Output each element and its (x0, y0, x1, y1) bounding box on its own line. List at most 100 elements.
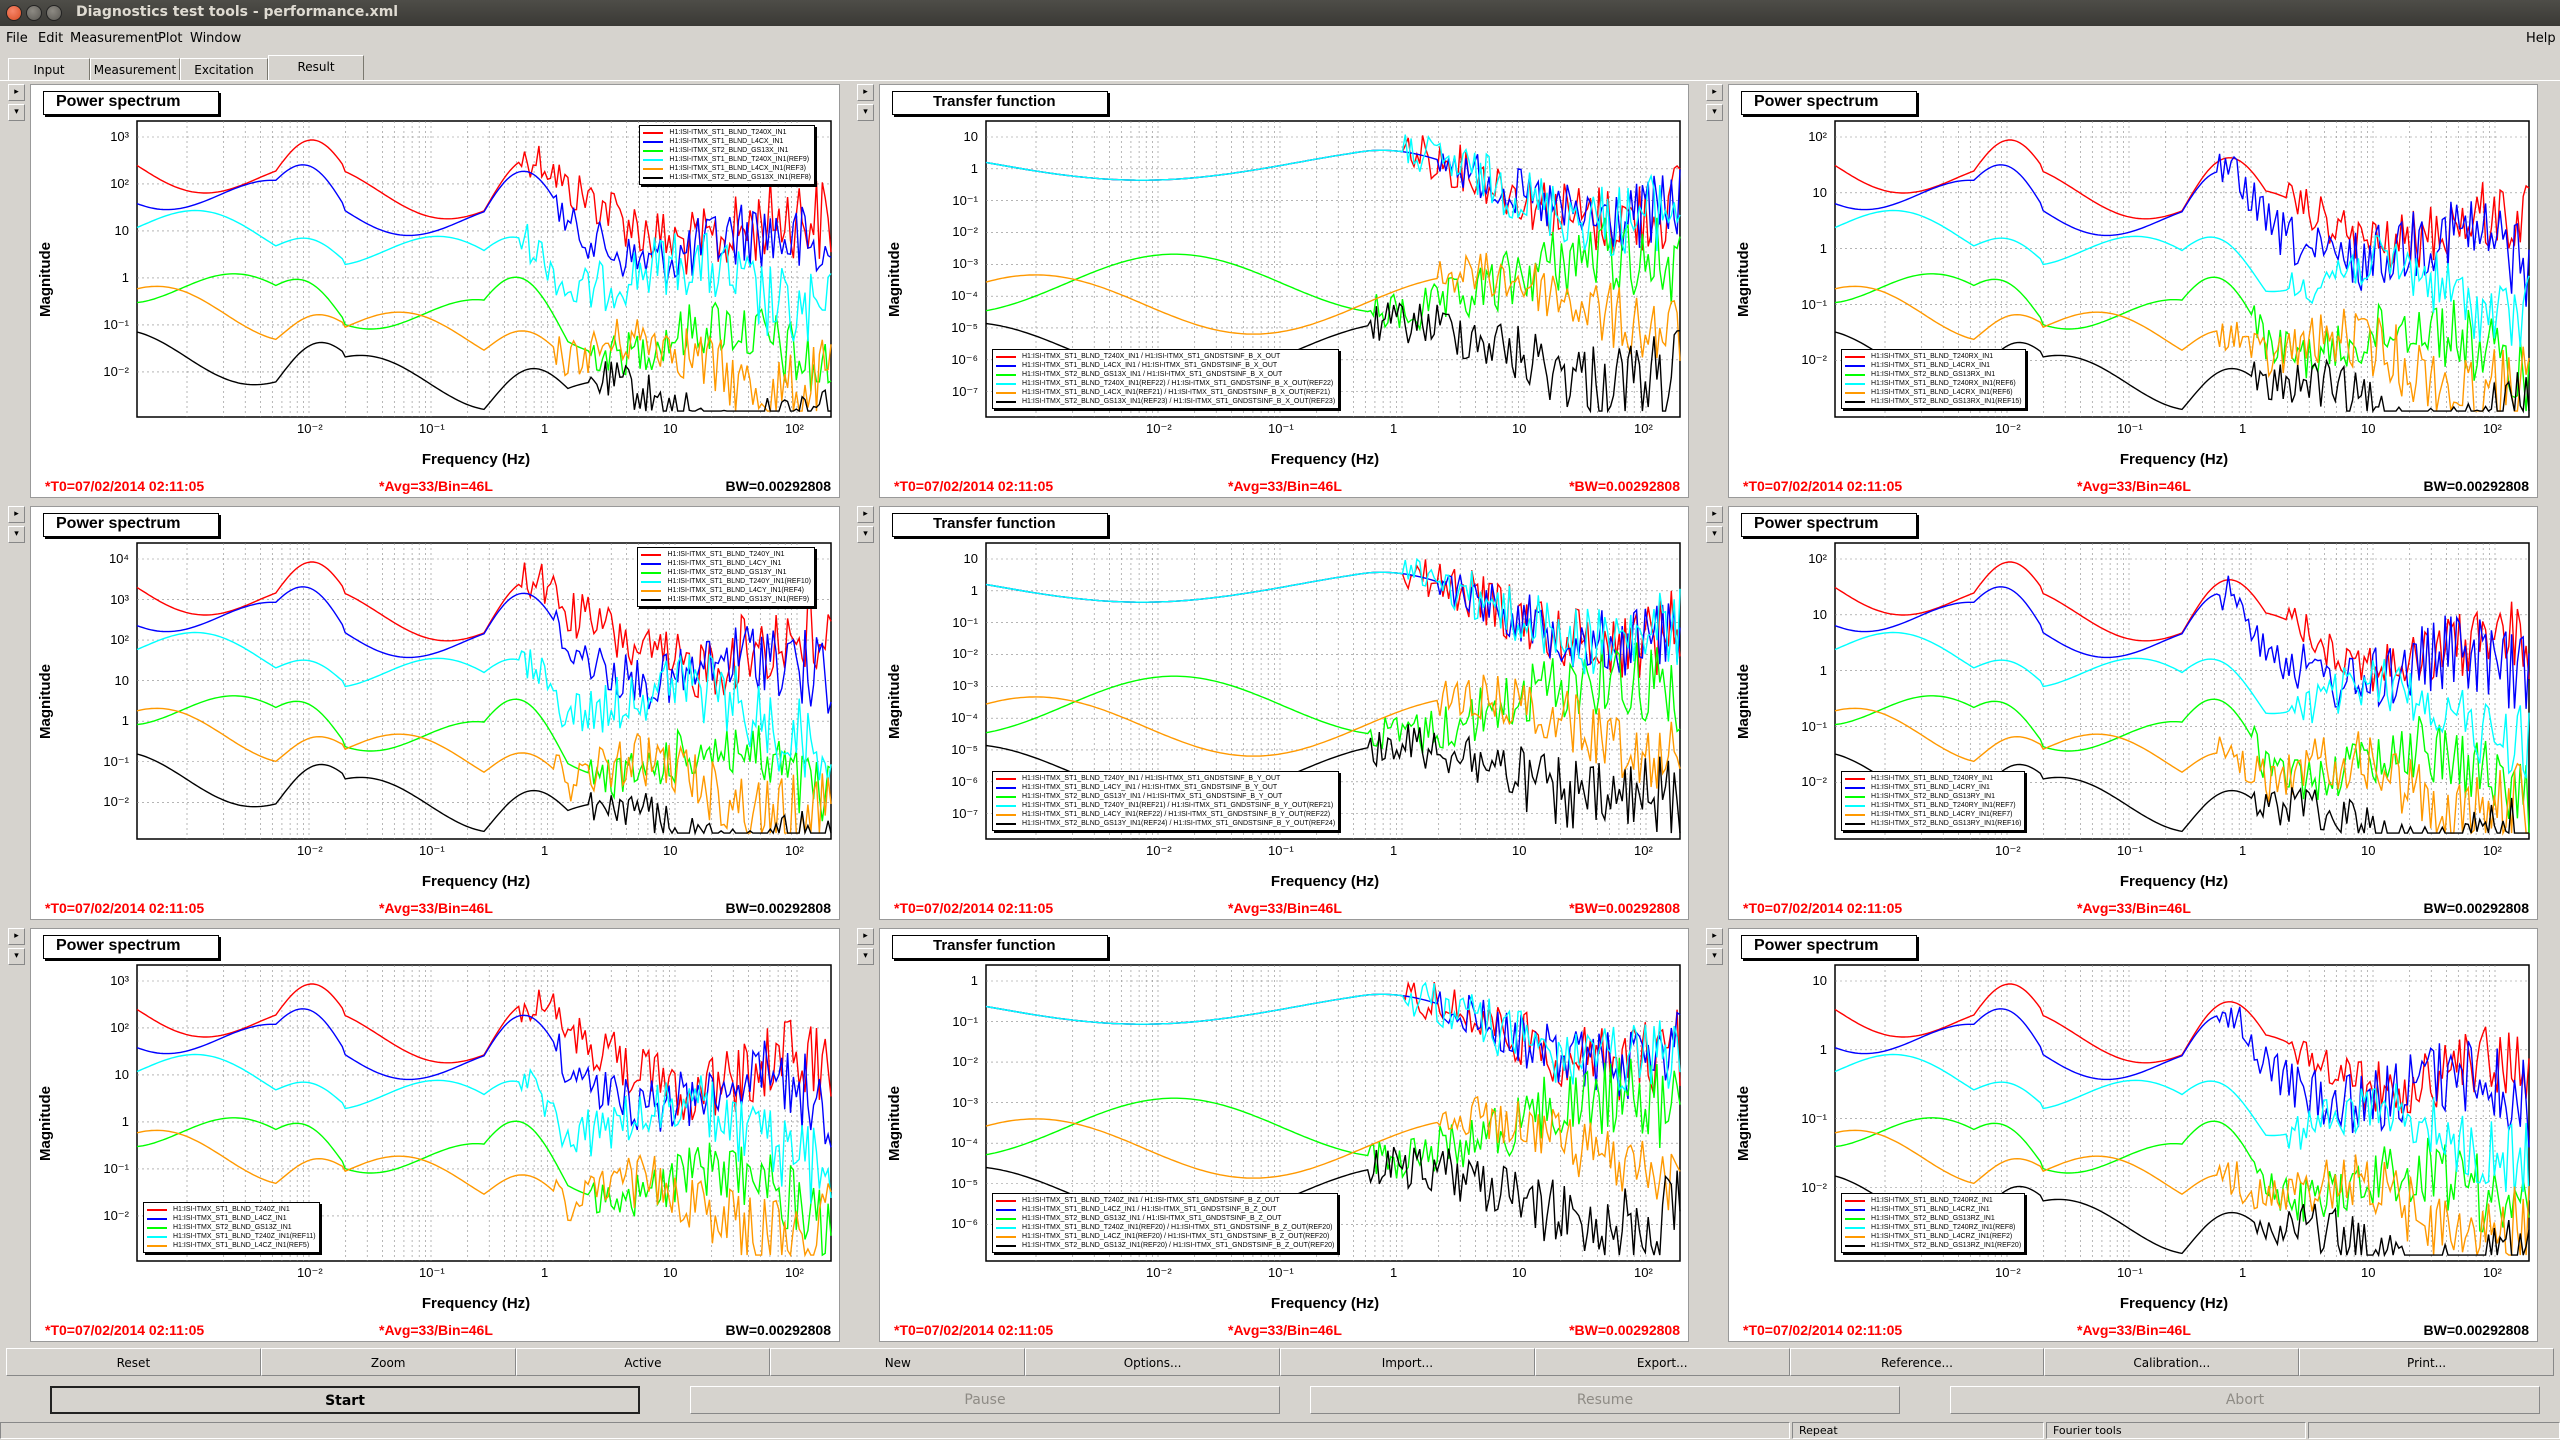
tab-excitation[interactable]: Excitation (180, 58, 268, 80)
menu-window[interactable]: Window (190, 31, 242, 46)
plot-canvas[interactable]: 10⁴ 10³ 10² 10 1 10⁻¹ 10⁻² 10⁻² 10⁻¹ 1 10 10² Power … (30, 506, 840, 920)
legend-entry: H1:ISI-ITMX_ST2_BLND_GS13RZ_IN1(REF20) (1845, 1241, 2021, 1250)
panel-options-button[interactable]: ▾ (8, 526, 25, 543)
plot-canvas[interactable]: 10 1 10⁻¹ 10⁻² 10⁻³ 10⁻⁴ 10⁻⁵ 10⁻⁶ 10⁻⁷ 10⁻² 10⁻¹ 1… (879, 506, 1689, 920)
panel-expand-button[interactable]: ▸ (8, 928, 25, 945)
plot-legend[interactable]: H1:ISI-ITMX_ST1_BLND_T240RZ_IN1 H1:ISI-IT… (1841, 1193, 2026, 1253)
plot-canvas[interactable]: 10 1 10⁻¹ 10⁻² 10⁻² 10⁻¹ 1 10 10² Power spectrum M… (1728, 928, 2538, 1342)
start-time-label: *T0=07/02/2014 02:11:05 (45, 1322, 205, 1338)
trace-green (136, 695, 832, 822)
plot-legend[interactable]: H1:ISI-ITMX_ST1_BLND_T240X_IN1 / H1:ISI-… (992, 349, 1340, 409)
panel-expand-button[interactable]: ▸ (1706, 928, 1723, 945)
panel-options-button[interactable]: ▾ (857, 104, 874, 121)
panel-options-button[interactable]: ▾ (857, 948, 874, 965)
start-time-label: *T0=07/02/2014 02:11:05 (1743, 900, 1903, 916)
start-time-label: *T0=07/02/2014 02:11:05 (894, 1322, 1054, 1338)
y-tick-label: 1 (1819, 1041, 1827, 1057)
window-maximize-button[interactable] (46, 5, 62, 21)
panel-options-button[interactable]: ▾ (857, 526, 874, 543)
menu-help[interactable]: Help (2526, 31, 2556, 46)
plot-canvas[interactable]: 10³ 10² 10 1 10⁻¹ 10⁻² 10⁻² 10⁻¹ 1 10 10² Power spe… (30, 928, 840, 1342)
window-close-button[interactable] (6, 5, 22, 21)
x-tick-label: 10⁻¹ (2117, 421, 2143, 436)
x-tick-label: 10⁻¹ (1268, 1265, 1294, 1280)
menu-file[interactable]: File (6, 31, 28, 46)
window-minimize-button[interactable] (26, 5, 42, 21)
panel-expand-button[interactable]: ▸ (8, 84, 25, 101)
tab-measurement[interactable]: Measurement (90, 58, 180, 80)
calibration-button[interactable]: Calibration... (2044, 1348, 2300, 1376)
trace-black (136, 331, 831, 413)
plot-legend[interactable]: H1:ISI-ITMX_ST1_BLND_T240Y_IN1 / H1:ISI-… (992, 771, 1340, 831)
panel-options-button[interactable]: ▾ (1706, 948, 1723, 965)
y-tick-label: 10³ (110, 129, 129, 144)
panel-options-button[interactable]: ▾ (1706, 526, 1723, 543)
y-tick-label: 10 (114, 222, 129, 238)
panel-options-button[interactable]: ▾ (8, 104, 25, 121)
y-tick-label: 1 (121, 1113, 129, 1129)
zoom-button[interactable]: Zoom (260, 1348, 516, 1376)
import-button[interactable]: Import... (1279, 1348, 1535, 1376)
plot-canvas[interactable]: 10² 10 1 10⁻¹ 10⁻² 10⁻² 10⁻¹ 1 10 10² Power spectr… (1728, 84, 2538, 498)
panel-options-button[interactable]: ▾ (8, 948, 25, 965)
plot-legend[interactable]: H1:ISI-ITMX_ST1_BLND_T240RX_IN1 H1:ISI-IT… (1841, 349, 2026, 409)
plot-canvas[interactable]: 1 10⁻¹ 10⁻² 10⁻³ 10⁻⁴ 10⁻⁵ 10⁻⁶ 10⁻² 10⁻¹ 1 10 10² T… (879, 928, 1689, 1342)
plot-title: Power spectrum (43, 935, 219, 959)
trace-green (1834, 273, 2530, 412)
panel-expand-button[interactable]: ▸ (8, 506, 25, 523)
menu-edit[interactable]: Edit (38, 31, 64, 46)
start-button[interactable]: Start (50, 1386, 640, 1414)
export-button[interactable]: Export... (1534, 1348, 1790, 1376)
plot-legend[interactable]: H1:ISI-ITMX_ST1_BLND_T240X_IN1 H1:ISI-ITM… (639, 125, 815, 185)
panel-expand-button[interactable]: ▸ (1706, 84, 1723, 101)
menu-measurement[interactable]: Measurement (70, 31, 160, 46)
panel-expand-button[interactable]: ▸ (857, 928, 874, 945)
x-tick-label: 10² (2483, 1265, 2502, 1280)
y-tick-label: 10⁴ (108, 551, 129, 566)
print-button[interactable]: Print... (2299, 1348, 2554, 1376)
plot-legend[interactable]: H1:ISI-ITMX_ST1_BLND_T240Z_IN1 H1:ISI-ITM… (143, 1202, 320, 1253)
pause-button[interactable]: Pause (690, 1386, 1280, 1414)
status-right (2308, 1422, 2560, 1439)
legend-label: H1:ISI-ITMX_ST1_BLND_T240RX_IN1 (1871, 353, 1994, 360)
plot-panel: ▸ ▾ 10 1 10⁻¹ 10⁻² 10⁻² 10⁻¹ 1 10 10² Power spectru… (1706, 928, 2538, 1342)
plot-legend[interactable]: H1:ISI-ITMX_ST1_BLND_T240RY_IN1 H1:ISI-IT… (1841, 771, 2026, 831)
panel-options-button[interactable]: ▾ (1706, 104, 1723, 121)
plot-legend[interactable]: H1:ISI-ITMX_ST1_BLND_T240Y_IN1 H1:ISI-ITM… (637, 547, 815, 607)
x-axis-label: Frequency (Hz) (421, 873, 531, 890)
reference-button[interactable]: Reference... (1789, 1348, 2045, 1376)
options-button[interactable]: Options... (1025, 1348, 1280, 1376)
plot-canvas[interactable]: 10² 10 1 10⁻¹ 10⁻² 10⁻² 10⁻¹ 1 10 10² Power spectr… (1728, 506, 2538, 920)
trace-blue (1834, 575, 2530, 709)
legend-swatch (996, 373, 1016, 376)
active-button[interactable]: Active (515, 1348, 771, 1376)
x-tick-label: 10 (2361, 421, 2376, 436)
tab-input[interactable]: Input (8, 58, 90, 80)
y-tick-label: 10⁻² (952, 224, 978, 240)
new-button[interactable]: New (770, 1348, 1026, 1376)
trace-cyan (136, 1053, 832, 1204)
legend-label: H1:ISI-ITMX_ST1_BLND_L4CX_IN1 / H1:ISI-I… (1022, 362, 1278, 369)
plot-panel: ▸ ▾ 10⁴ 10³ 10² 10 1 10⁻¹ 10⁻² 10⁻² 10⁻¹ 1 10 10² Powe… (8, 506, 840, 920)
plot-canvas[interactable]: 10 1 10⁻¹ 10⁻² 10⁻³ 10⁻⁴ 10⁻⁵ 10⁻⁶ 10⁻⁷ 10⁻² 10⁻¹ 1… (879, 84, 1689, 498)
x-tick-label: 10 (663, 1265, 678, 1280)
bandwidth-label: BW=0.00292808 (725, 900, 831, 916)
abort-button[interactable]: Abort (1950, 1386, 2540, 1414)
panel-expand-button[interactable]: ▸ (857, 506, 874, 523)
trace-cyan (985, 134, 1681, 257)
resume-button[interactable]: Resume (1310, 1386, 1900, 1414)
y-tick-label: 10⁻² (103, 1207, 129, 1223)
x-tick-label: 10 (663, 843, 678, 858)
plot-title: Transfer function (892, 935, 1108, 959)
legend-entry: H1:ISI-ITMX_ST1_BLND_L4CX_IN1 (643, 137, 811, 146)
panel-expand-button[interactable]: ▸ (857, 84, 874, 101)
reset-button[interactable]: Reset (6, 1348, 261, 1376)
tab-result[interactable]: Result (268, 55, 364, 80)
plot-canvas[interactable]: 10³ 10² 10 1 10⁻¹ 10⁻² 10⁻² 10⁻¹ 1 10 10² Power spe… (30, 84, 840, 498)
menu-plot[interactable]: Plot (158, 31, 183, 46)
trace-orange (985, 1095, 1681, 1211)
legend-label: H1:ISI-ITMX_ST2_BLND_GS13X_IN1 / H1:ISI-… (1022, 371, 1283, 378)
plot-legend[interactable]: H1:ISI-ITMX_ST1_BLND_T240Z_IN1 / H1:ISI-… (992, 1193, 1339, 1253)
y-tick-label: 10⁻¹ (952, 614, 978, 630)
panel-expand-button[interactable]: ▸ (1706, 506, 1723, 523)
